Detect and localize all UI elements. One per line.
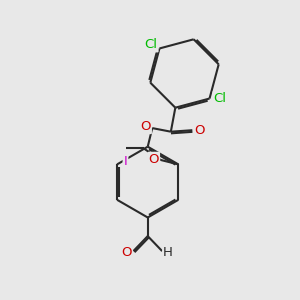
Text: Cl: Cl <box>214 92 226 105</box>
Text: O: O <box>148 153 159 166</box>
Text: O: O <box>140 120 151 133</box>
Text: I: I <box>124 155 128 169</box>
Text: O: O <box>194 124 204 137</box>
Text: H: H <box>163 246 173 259</box>
Text: Cl: Cl <box>145 38 158 51</box>
Text: O: O <box>122 246 132 259</box>
